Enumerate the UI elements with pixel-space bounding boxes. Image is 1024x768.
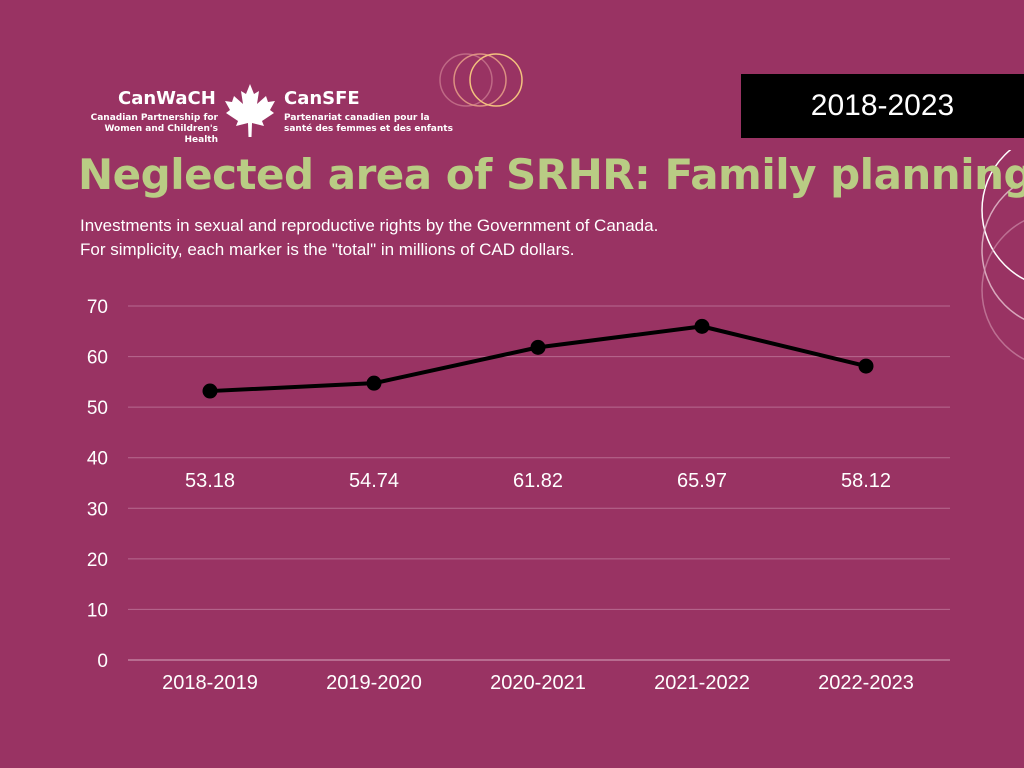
logo-english-subtitle: Canadian Partnership for Women and Child… xyxy=(78,113,218,146)
x-tick-label: 2019-2020 xyxy=(326,672,422,694)
chart-description-line2: For simplicity, each marker is the "tota… xyxy=(80,240,575,259)
data-point xyxy=(694,318,710,334)
data-point xyxy=(202,383,218,399)
year-range-badge: 2018-2023 xyxy=(741,74,1024,138)
data-label: 58.12 xyxy=(841,470,891,492)
y-tick-label: 60 xyxy=(87,348,108,369)
data-point xyxy=(366,375,382,391)
logo-english-subtitle-line2: Women and Children's Health xyxy=(104,124,218,145)
chart-description: Investments in sexual and reproductive r… xyxy=(80,214,658,262)
series-line xyxy=(209,324,867,394)
logo-french-subtitle-line1: Partenariat canadien pour la xyxy=(284,113,430,123)
x-tick-label: 2020-2021 xyxy=(490,672,586,694)
y-tick-label: 50 xyxy=(87,398,108,419)
logo-french-subtitle: Partenariat canadien pour la santé des f… xyxy=(284,113,464,135)
decorative-side-circles xyxy=(981,150,1024,360)
logo-french-name: CanSFE xyxy=(284,88,360,109)
x-tick-label: 2022-2023 xyxy=(818,672,914,694)
y-tick-label: 20 xyxy=(87,550,108,571)
logo-english-name: CanWaCH xyxy=(118,88,216,109)
chart-description-line1: Investments in sexual and reproductive r… xyxy=(80,216,659,235)
y-tick-label: 70 xyxy=(87,297,108,318)
data-label: 65.97 xyxy=(677,470,727,492)
decorative-rings xyxy=(439,53,523,107)
data-label: 61.82 xyxy=(513,470,563,492)
organization-logo: CanWaCH Canadian Partnership for Women a… xyxy=(78,82,458,145)
data-label: 54.74 xyxy=(349,470,399,492)
data-point xyxy=(530,339,546,355)
data-point xyxy=(858,358,874,374)
year-range-label: 2018-2023 xyxy=(810,89,955,122)
y-tick-label: 30 xyxy=(87,499,108,520)
y-tick-label: 10 xyxy=(87,600,108,621)
page-title: Neglected area of SRHR: Family planning xyxy=(78,150,1024,199)
y-tick-label: 40 xyxy=(87,449,108,470)
maple-leaf-icon xyxy=(225,84,275,137)
y-tick-label: 0 xyxy=(97,651,108,672)
logo-english-subtitle-line1: Canadian Partnership for xyxy=(90,113,218,123)
x-tick-label: 2021-2022 xyxy=(654,672,750,694)
x-tick-label: 2018-2019 xyxy=(162,672,258,694)
logo-french-subtitle-line2: santé des femmes et des enfants xyxy=(284,124,453,134)
data-label: 53.18 xyxy=(185,470,235,492)
